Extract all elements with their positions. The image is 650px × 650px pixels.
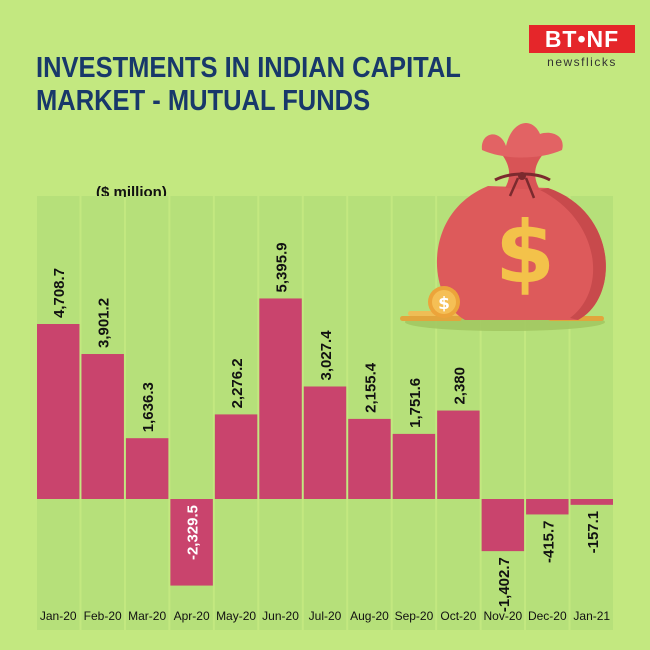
money-bag-icon: $ $ bbox=[400, 122, 606, 331]
value-label-dec-20: -415.7 bbox=[540, 520, 557, 563]
value-label-nov-20: -1,402.7 bbox=[496, 557, 513, 612]
tick-label-jul-20: Jul-20 bbox=[309, 609, 342, 623]
bar-sep-20 bbox=[392, 433, 436, 499]
tick-label-mar-20: Mar-20 bbox=[128, 609, 166, 623]
tick-label-sep-20: Sep-20 bbox=[395, 609, 434, 623]
value-label-apr-20: -2,329.5 bbox=[185, 505, 202, 560]
value-label-jun-20: 5,395.9 bbox=[274, 242, 291, 292]
bar-feb-20 bbox=[81, 354, 124, 499]
value-label-aug-20: 2,155.4 bbox=[362, 362, 379, 413]
tick-label-oct-20: Oct-20 bbox=[440, 609, 476, 623]
tick-label-feb-20: Feb-20 bbox=[84, 609, 122, 623]
value-label-jul-20: 3,027.4 bbox=[318, 330, 335, 381]
bar-mar-20 bbox=[125, 438, 169, 499]
value-label-jan-21: -157.1 bbox=[585, 511, 602, 554]
bar-jul-20 bbox=[303, 386, 347, 499]
svg-text:$: $ bbox=[495, 203, 555, 303]
svg-text:$: $ bbox=[438, 294, 450, 314]
value-label-may-20: 2,276.2 bbox=[229, 358, 246, 408]
brand-logo-sub: newsflicks bbox=[547, 55, 617, 69]
column-bg-may-20 bbox=[214, 196, 258, 630]
tick-label-jan-20: Jan-20 bbox=[40, 609, 77, 623]
tick-label-aug-20: Aug-20 bbox=[350, 609, 389, 623]
chart-title-line-2: MARKET - MUTUAL FUNDS bbox=[36, 85, 371, 117]
value-label-jan-20: 4,708.7 bbox=[51, 268, 68, 318]
chart-title-line-1: INVESTMENTS IN INDIAN CAPITAL bbox=[36, 52, 461, 84]
tick-label-jun-20: Jun-20 bbox=[262, 609, 299, 623]
tick-label-nov-20: Nov-20 bbox=[484, 609, 523, 623]
bar-jun-20 bbox=[259, 298, 302, 499]
bar-may-20 bbox=[214, 414, 258, 499]
bar-apr-20 bbox=[170, 499, 213, 586]
column-bg-sep-20 bbox=[392, 196, 436, 630]
value-label-oct-20: 2,380 bbox=[451, 367, 468, 405]
brand-logo: BT•NF newsflicks bbox=[529, 25, 635, 70]
value-label-mar-20: 1,636.3 bbox=[140, 382, 157, 432]
tick-label-apr-20: Apr-20 bbox=[174, 609, 210, 623]
brand-logo-mark: BT•NF bbox=[529, 25, 635, 53]
dollar-coin-icon: $ bbox=[428, 286, 460, 318]
bar-aug-20 bbox=[348, 418, 391, 499]
bar-jan-21 bbox=[570, 499, 613, 505]
value-label-feb-20: 3,901.2 bbox=[96, 298, 113, 348]
tick-label-dec-20: Dec-20 bbox=[528, 609, 567, 623]
column-bg-mar-20 bbox=[125, 196, 169, 630]
bar-jan-20 bbox=[37, 324, 80, 499]
chart-title: INVESTMENTS IN INDIAN CAPITAL MARKET - M… bbox=[36, 52, 461, 118]
tick-label-jan-21: Jan-21 bbox=[573, 609, 610, 623]
column-bg-aug-20 bbox=[348, 196, 391, 630]
value-label-sep-20: 1,751.6 bbox=[407, 378, 424, 428]
bar-nov-20 bbox=[481, 499, 525, 552]
bar-dec-20 bbox=[526, 499, 569, 515]
bar-oct-20 bbox=[437, 410, 480, 499]
tick-label-may-20: May-20 bbox=[216, 609, 256, 623]
